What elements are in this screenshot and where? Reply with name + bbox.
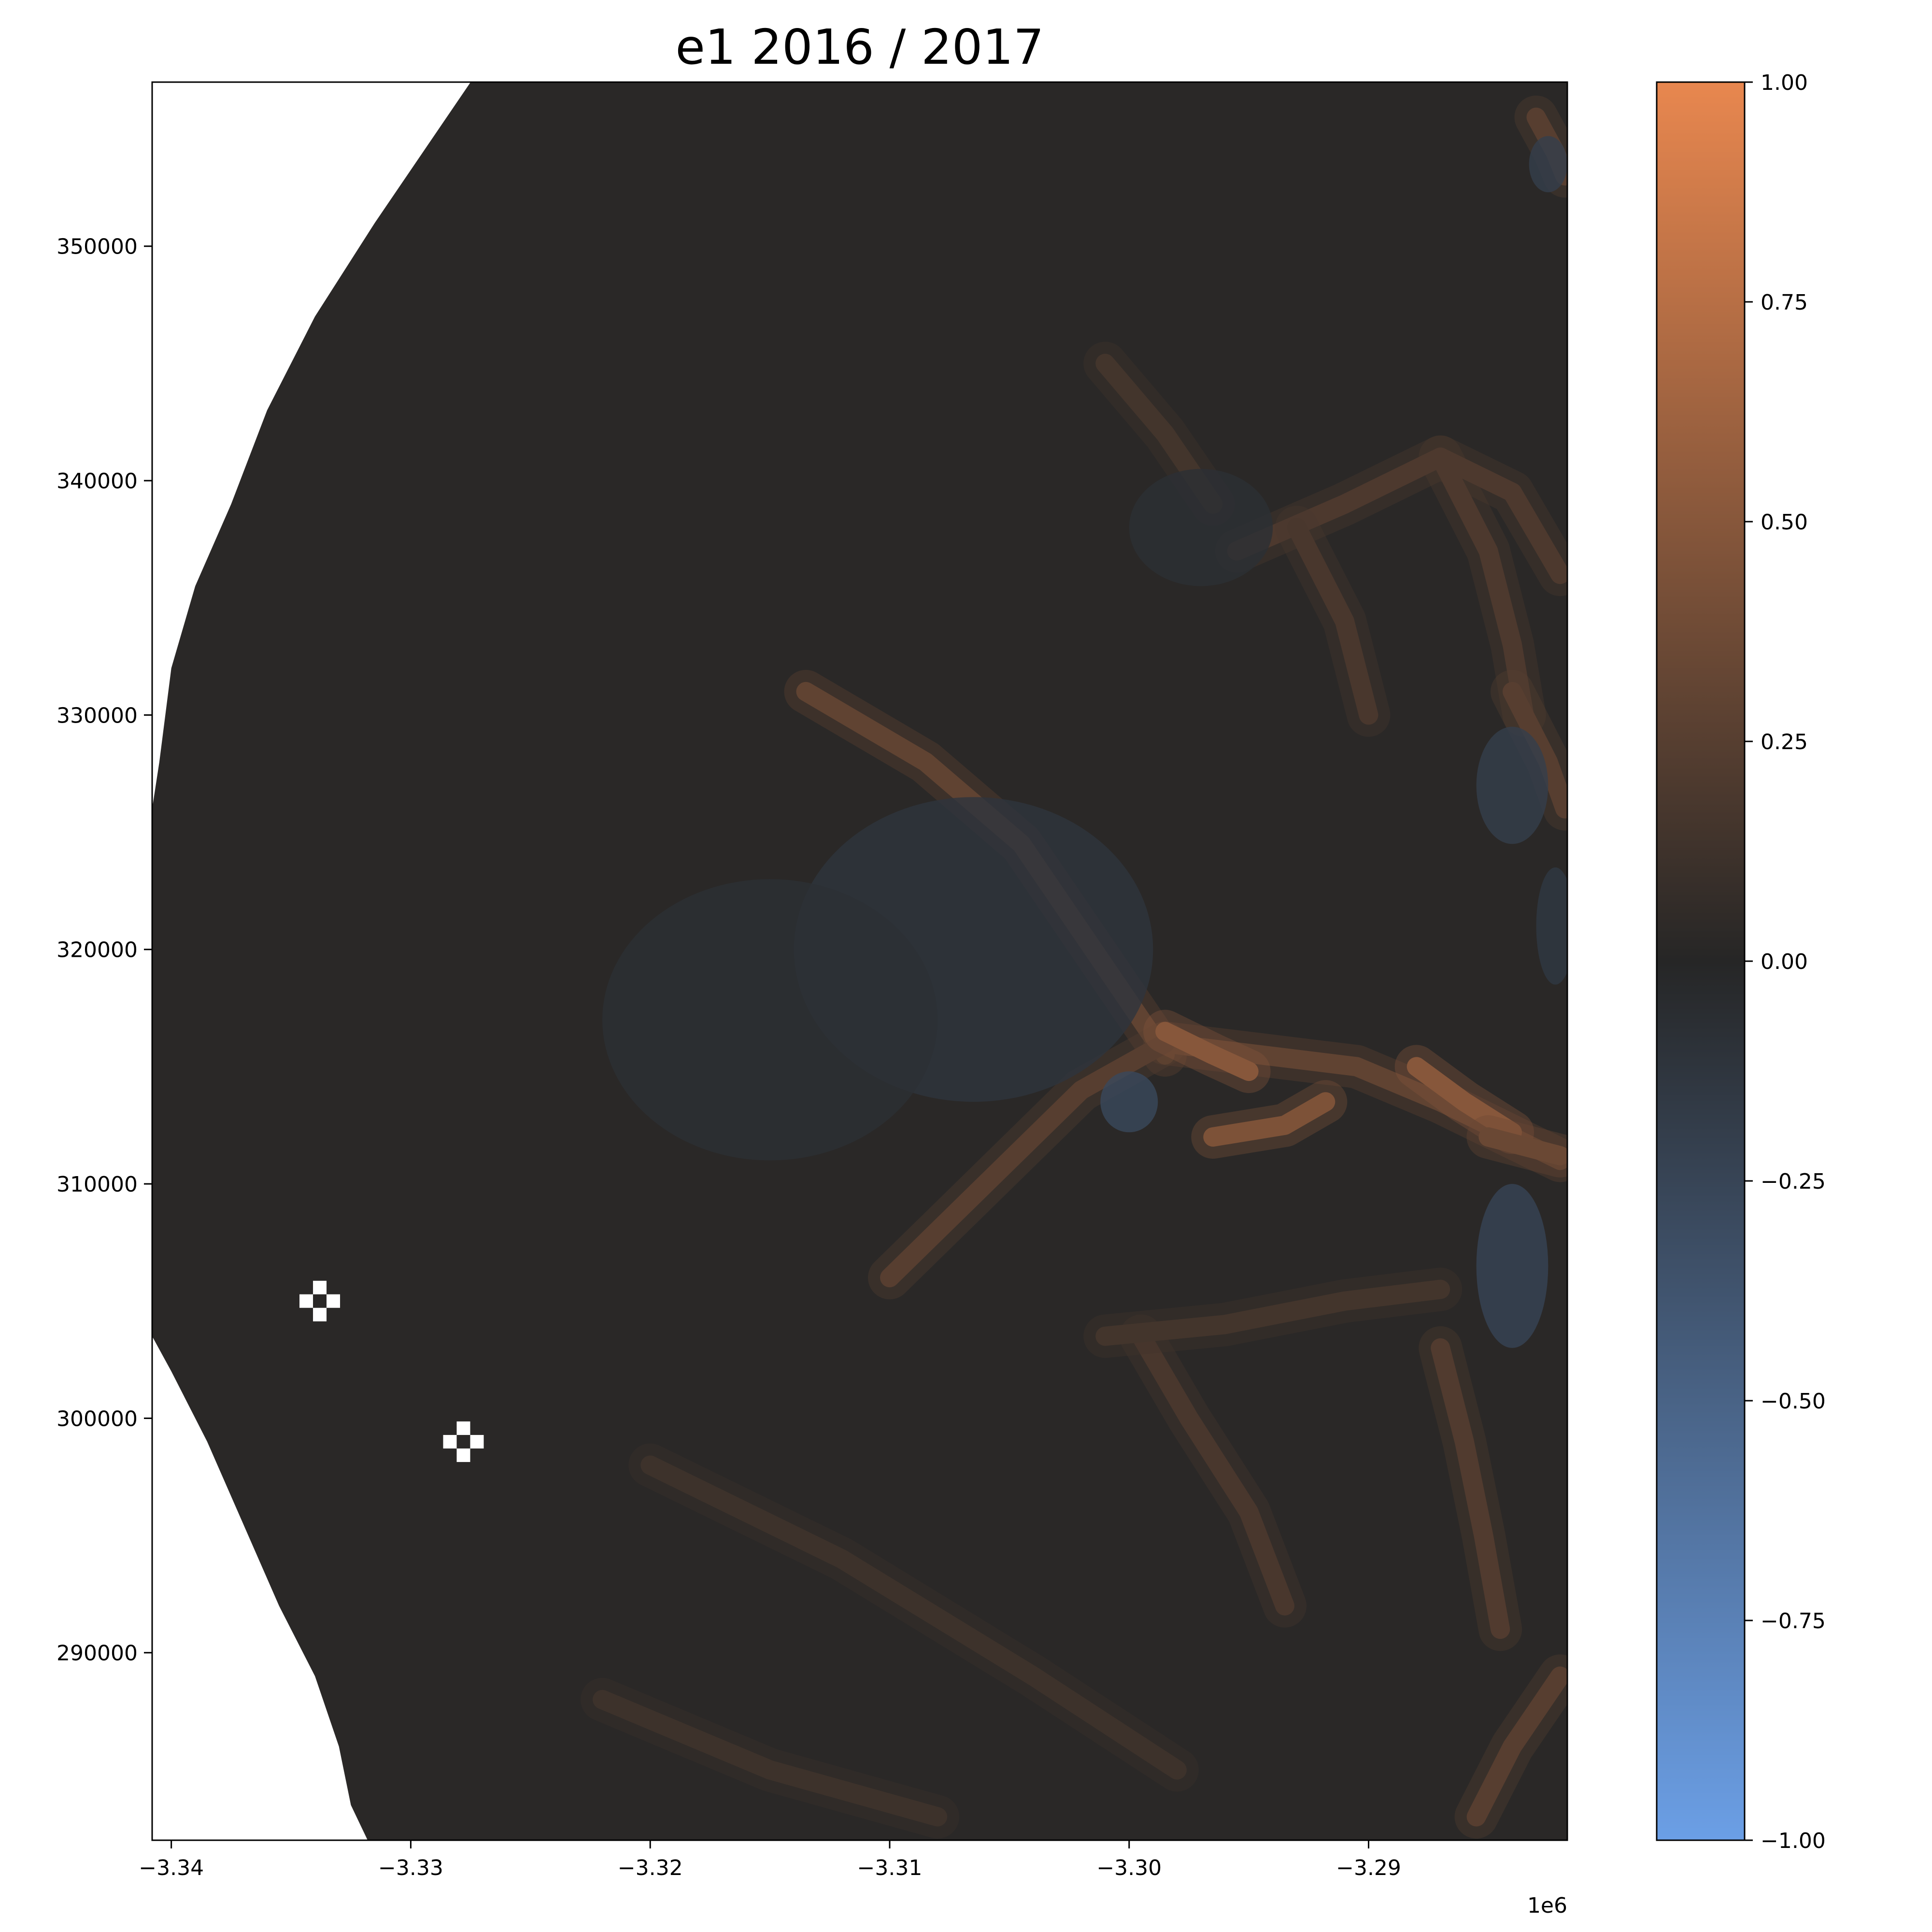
colorbar-tick-label: −1.00 <box>1761 1829 1826 1853</box>
colorbar-tick-label: 1.00 <box>1761 71 1808 95</box>
colorbar: 1.00 0.75 0.50 0.25 0.00 −0.25 −0.50 −0.75 −1.00 <box>1656 71 1826 1853</box>
y-axis: 350000 340000 330000 320000 310000 300000 2900… <box>57 235 152 1666</box>
missing-data-cell <box>299 1280 341 1321</box>
heatmap-blob <box>1476 1184 1548 1348</box>
heatmap-band <box>1131 1326 1294 1616</box>
colorbar-tick-label: 0.75 <box>1761 290 1808 315</box>
colorbar-ticks: 1.00 0.75 0.50 0.25 0.00 −0.25 −0.50 −0.75 −1.00 <box>1745 71 1826 1853</box>
heatmap-blob <box>1476 726 1548 844</box>
heatmap-band <box>880 1033 1175 1288</box>
heatmap-band <box>1466 1666 1567 1827</box>
colorbar-tick-label: 0.00 <box>1761 950 1808 974</box>
x-tick-label: −3.30 <box>1096 1856 1162 1880</box>
x-tick-label: −3.31 <box>857 1856 923 1880</box>
heatmap-band <box>1095 1279 1450 1346</box>
heatmap-blob <box>602 879 938 1161</box>
x-tick-label: −3.32 <box>618 1856 683 1880</box>
y-tick-label: 340000 <box>57 469 138 494</box>
heatmap-blob <box>1100 1071 1158 1133</box>
heatmap-blob <box>1129 469 1273 586</box>
heatmap-area <box>152 82 1567 1840</box>
no-data-region <box>152 1336 368 1840</box>
y-tick-label: 290000 <box>57 1641 138 1666</box>
x-tick-label: −3.33 <box>378 1856 443 1880</box>
heatmap-band <box>1431 447 1534 725</box>
colorbar-tick-label: 0.25 <box>1761 730 1808 754</box>
x-tick-label: −3.34 <box>139 1856 204 1880</box>
plot-frame <box>151 81 1568 1841</box>
y-tick-label: 350000 <box>57 235 138 259</box>
x-axis-offset-label: 1e6 <box>1527 1893 1567 1918</box>
heatmap-band <box>1478 1127 1567 1165</box>
colorbar-tick-label: −0.50 <box>1761 1389 1826 1414</box>
heatmap-blob <box>1536 867 1567 985</box>
heatmap-band <box>1431 1338 1510 1639</box>
missing-data-cell <box>443 1421 484 1462</box>
heatmap-band <box>593 1690 948 1827</box>
colorbar-gradient <box>1656 81 1746 1841</box>
heatmap-band <box>1287 518 1378 725</box>
colorbar-tick-label: −0.25 <box>1761 1169 1826 1194</box>
heatmap-blob <box>1529 136 1567 193</box>
heatmap-band <box>1155 1022 1259 1081</box>
heatmap-band <box>1203 1092 1335 1147</box>
y-tick-label: 320000 <box>57 938 138 963</box>
x-tick-label: −3.29 <box>1336 1856 1401 1880</box>
heatmap-band <box>640 1455 1187 1780</box>
x-axis: −3.34 −3.33 −3.32 −3.31 −3.30 −3.29 <box>139 1840 1401 1880</box>
heatmap-band <box>1406 1057 1522 1142</box>
no-data-region <box>152 82 471 809</box>
chart-title: e1 2016 / 2017 <box>675 19 1044 75</box>
colorbar-tick-label: 0.50 <box>1761 510 1808 535</box>
y-tick-label: 310000 <box>57 1172 138 1197</box>
y-tick-label: 330000 <box>57 703 138 728</box>
heatmap-band <box>1503 682 1567 819</box>
colorbar-tick-label: −0.75 <box>1761 1609 1826 1634</box>
y-tick-label: 300000 <box>57 1406 138 1431</box>
